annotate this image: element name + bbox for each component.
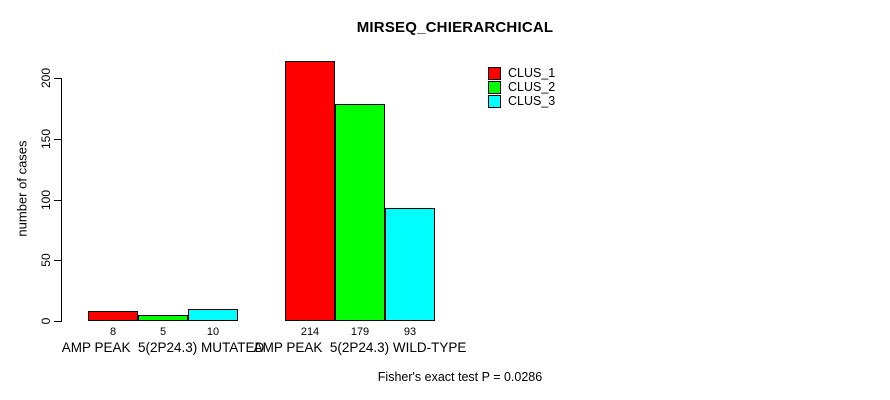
- legend-swatch-clus_2: [488, 81, 501, 94]
- y-tick-mark: [54, 78, 61, 79]
- legend-label-clus_3: CLUS_3: [508, 94, 556, 108]
- bar-value-label: 179: [350, 326, 370, 338]
- legend-swatch-clus_1: [488, 67, 501, 80]
- y-tick-label: 100: [39, 189, 53, 211]
- bar-clus_1-group1: [88, 311, 138, 321]
- y-axis-line: [61, 78, 62, 322]
- y-tick-mark: [54, 139, 61, 140]
- bar-value-label: 10: [206, 326, 220, 338]
- bar-clus_3-group2: [385, 208, 435, 321]
- y-tick-label: 0: [39, 317, 53, 325]
- bar-clus_3-group1: [188, 309, 238, 321]
- legend-label-clus_1: CLUS_1: [508, 66, 556, 80]
- y-tick-mark: [54, 321, 61, 322]
- stat-annotation: Fisher's exact test P = 0.0286: [377, 370, 543, 384]
- x-category-label: AMP PEAK 5(2P24.3) WILD-TYPE: [253, 340, 467, 355]
- legend-label-clus_2: CLUS_2: [508, 80, 556, 94]
- y-tick-label: 200: [39, 67, 53, 89]
- y-tick-mark: [54, 200, 61, 201]
- y-tick-label: 50: [39, 253, 53, 267]
- x-category-label: AMP PEAK 5(2P24.3) MUTATED: [61, 340, 265, 355]
- legend-swatch-clus_3: [488, 95, 501, 108]
- bar-clus_1-group2: [285, 61, 335, 321]
- bar-value-label: 93: [403, 326, 417, 338]
- bar-clus_2-group1: [138, 315, 188, 321]
- y-tick-mark: [54, 260, 61, 261]
- bar-clus_2-group2: [335, 104, 385, 321]
- y-axis-label: number of cases: [14, 140, 30, 237]
- y-tick-label: 150: [39, 128, 53, 150]
- bar-value-label: 214: [300, 326, 320, 338]
- bar-value-label: 5: [159, 326, 167, 338]
- chart-title: MIRSEQ_CHIERARCHICAL: [356, 19, 554, 36]
- bar-value-label: 8: [109, 326, 117, 338]
